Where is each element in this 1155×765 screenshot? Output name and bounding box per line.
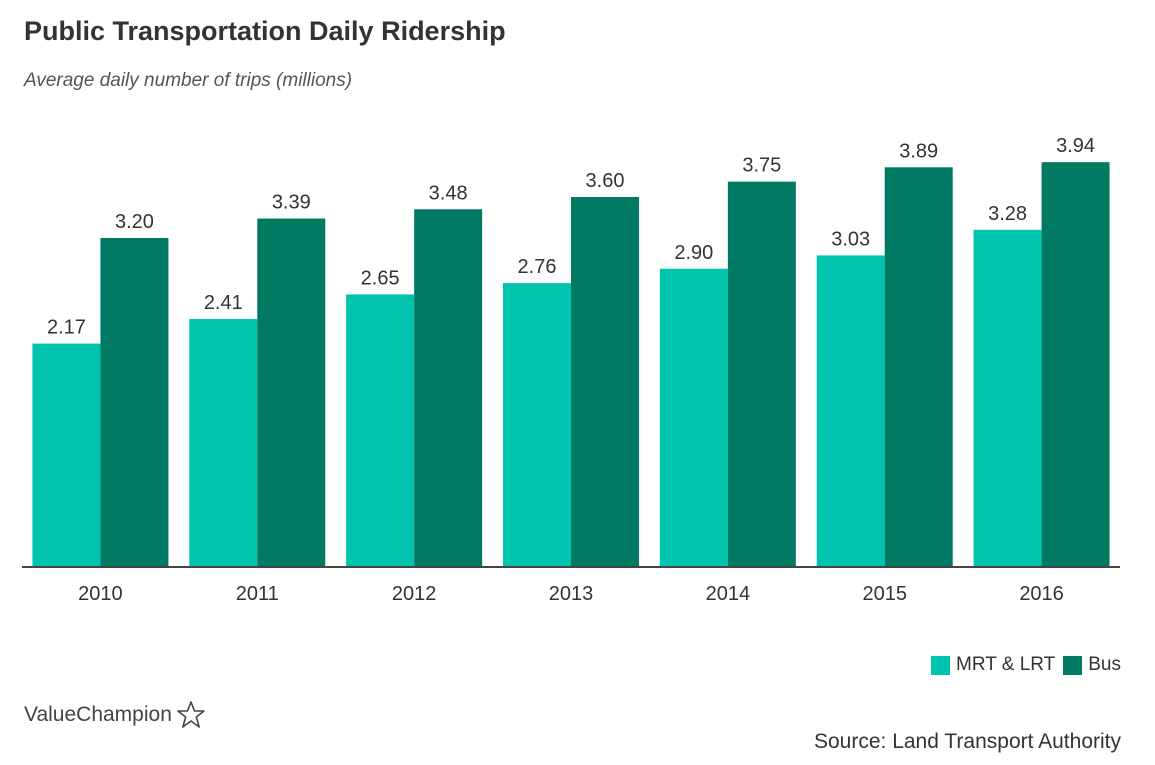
- x-tick-label-2016: 2016: [1019, 583, 1064, 605]
- bar-mrt-lrt-2010: [32, 343, 101, 566]
- bar-bus-2012: [414, 209, 483, 567]
- brand-logo: ValueChampion: [24, 700, 206, 730]
- star-icon: [177, 701, 205, 728]
- x-tick-label-2010: 2010: [78, 583, 123, 605]
- data-label-mrt-lrt-2011: 2.41: [204, 292, 243, 314]
- data-label-mrt-lrt-2015: 3.03: [831, 228, 870, 250]
- bar-mrt-lrt-2012: [346, 294, 415, 566]
- x-tick-label-2014: 2014: [706, 583, 751, 605]
- legend-item-bus: Bus: [1063, 654, 1121, 676]
- bar-bus-2015: [884, 167, 953, 566]
- data-label-bus-2013: 3.60: [586, 170, 625, 192]
- data-label-mrt-lrt-2014: 2.90: [674, 242, 713, 264]
- x-tick-label-2015: 2015: [862, 583, 907, 605]
- legend-swatch-bus: [1063, 655, 1083, 675]
- bar-mrt-lrt-2014: [659, 268, 728, 566]
- data-label-bus-2012: 3.48: [429, 182, 468, 204]
- chart-title: Public Transportation Daily Ridership: [24, 16, 506, 46]
- x-tick-label-2011: 2011: [236, 583, 279, 605]
- data-label-bus-2016: 3.94: [1056, 135, 1095, 157]
- chart-legend: MRT & LRT Bus: [931, 654, 1121, 676]
- bar-bus-2010: [100, 238, 169, 566]
- chart-source: Source: Land Transport Authority: [813, 730, 1121, 753]
- legend-item-mrt-lrt: MRT & LRT: [931, 654, 1055, 676]
- x-tick-label-2013: 2013: [549, 583, 594, 605]
- data-label-mrt-lrt-2016: 3.28: [988, 203, 1027, 225]
- brand-name: ValueChampion: [24, 703, 172, 726]
- bar-bus-2016: [1041, 162, 1110, 566]
- bar-bus-2011: [257, 218, 326, 566]
- bar-mrt-lrt-2013: [503, 283, 571, 566]
- data-label-mrt-lrt-2013: 2.76: [518, 256, 557, 278]
- data-label-bus-2015: 3.89: [899, 140, 938, 162]
- data-label-mrt-lrt-2012: 2.65: [361, 267, 400, 289]
- x-tick-label-2012: 2012: [392, 583, 437, 605]
- bar-mrt-lrt-2016: [973, 229, 1042, 567]
- legend-label-mrt-lrt: MRT & LRT: [956, 654, 1056, 675]
- data-label-bus-2014: 3.75: [742, 155, 781, 177]
- bar-mrt-lrt-2011: [189, 318, 258, 566]
- data-label-bus-2010: 3.20: [115, 211, 154, 233]
- data-label-bus-2011: 3.39: [272, 192, 311, 214]
- bar-chart: 2.17 3.20 2010 2.41 3.39 2011 2.65 3.48 2012 2.76…: [22, 135, 1120, 605]
- bar-bus-2014: [727, 181, 796, 566]
- data-label-mrt-lrt-2010: 2.17: [47, 317, 86, 339]
- legend-swatch-mrt-lrt: [931, 655, 950, 675]
- legend-label-bus: Bus: [1088, 654, 1121, 675]
- bar-mrt-lrt-2015: [816, 255, 885, 567]
- chart-subtitle: Average daily number of trips (millions): [24, 70, 353, 91]
- bar-bus-2013: [571, 197, 639, 566]
